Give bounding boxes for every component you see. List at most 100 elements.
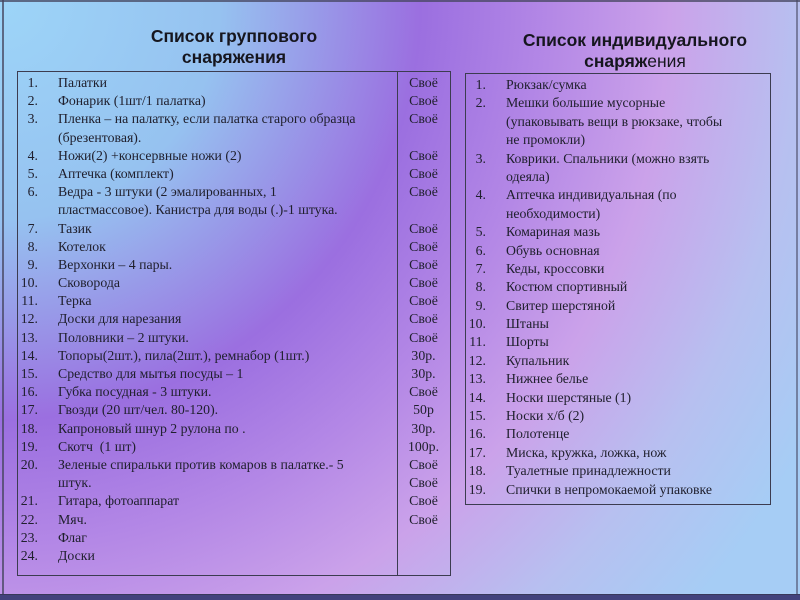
group-list-item-text: Капроновый шнур 2 рулона по . xyxy=(58,420,246,436)
group-list-item-value xyxy=(397,547,450,565)
individual-list-item-num xyxy=(466,168,486,186)
group-list-item: 1. Палатки Своё xyxy=(18,74,450,92)
group-list-item-value: Своё xyxy=(409,511,438,527)
group-equipment-title-line2: снаряжения xyxy=(181,47,287,67)
group-list-item: 15. Средство для мытья посуды – 1 30р. xyxy=(18,365,450,383)
group-list-item: 3. Пленка – на палатку, если палатка стар… xyxy=(18,110,450,128)
group-list-item: 6. Ведра - 3 штуки (2 эмалированных, 1 Сво… xyxy=(18,183,450,201)
group-list-item-text: Сковорода xyxy=(58,275,120,291)
individual-list-item: не промокли) xyxy=(466,131,770,149)
group-list-item-value: Своё xyxy=(409,384,438,400)
group-list-item: 10. Сковорода Своё xyxy=(18,274,450,292)
group-list-item-text: Ножи(2) +консервные ножи (2) xyxy=(58,147,242,163)
individual-list-item-num: 17. xyxy=(468,444,486,460)
group-list-item-text: Губка посудная - 3 штуки. xyxy=(58,384,212,400)
individual-list-item-text: Шорты xyxy=(506,334,549,350)
group-list-item: 7. Тазик Своё xyxy=(18,220,450,238)
individual-list-item-text: необходимости) xyxy=(506,205,601,221)
group-list-item-num: 6. xyxy=(27,184,38,200)
group-list-item-value: Своё xyxy=(409,275,438,291)
group-list-item-value xyxy=(397,529,450,547)
individual-list-item-num: 18. xyxy=(468,463,486,479)
individual-list-item-text: Миска, кружка, ложка, нож xyxy=(506,444,667,460)
group-list-item-num xyxy=(18,129,38,147)
group-list-item-text: Фонарик (1шт/1 палатка) xyxy=(58,93,206,109)
individual-list-item-num: 4. xyxy=(475,187,486,203)
group-list-item: 11. Терка Своё xyxy=(18,292,450,310)
individual-list-item-text: Свитер шерстяной xyxy=(506,297,616,313)
group-list-item: 17. Гвозди (20 шт/чел. 80-120). 50р xyxy=(18,401,450,419)
individual-list-item: 14. Носки шерстяные (1) xyxy=(466,389,770,407)
individual-list-item: 13. Нижнее белье xyxy=(466,370,770,388)
individual-list-item-num xyxy=(466,113,486,131)
individual-list-item-text: (упаковывать вещи в рюкзаке, чтобы xyxy=(506,113,723,129)
group-list-item-value: Своё xyxy=(409,293,438,309)
individual-list-item-num: 6. xyxy=(475,242,486,258)
individual-list-item-num: 14. xyxy=(468,389,486,405)
individual-list-item: 18. Туалетные принадлежности xyxy=(466,462,770,480)
group-list-item: 2. Фонарик (1шт/1 палатка) Своё xyxy=(18,92,450,110)
group-list-item-num: 18. xyxy=(20,420,38,436)
individual-list-item-text: Коврики. Спальники (можно взять xyxy=(506,150,710,166)
group-list-item-num: 12. xyxy=(20,311,38,327)
slide-left-border xyxy=(2,0,4,594)
group-list-item-num: 19. xyxy=(20,438,38,454)
individual-list-item: (упаковывать вещи в рюкзаке, чтобы xyxy=(466,113,770,131)
individual-list-item-num xyxy=(466,205,486,223)
group-list-item-value: Своё xyxy=(409,311,438,327)
group-list-item: 18. Капроновый шнур 2 рулона по . 30р. xyxy=(18,420,450,438)
individual-list-item: 8. Костюм спортивный xyxy=(466,278,770,296)
individual-list-item-num xyxy=(466,131,486,149)
group-list-item-text: Гвозди (20 шт/чел. 80-120). xyxy=(58,402,219,418)
group-list-item-text: Пленка – на палатку, если палатка старог… xyxy=(58,111,356,127)
individual-equipment-table: 1. Рюкзак/сумка 2. Мешки большие мусорные (у… xyxy=(465,73,771,505)
individual-list-item: 2. Мешки большие мусорные xyxy=(466,94,770,112)
group-list-item-text: Терка xyxy=(58,293,92,309)
group-list-item-value: Своё xyxy=(409,75,438,90)
group-equipment-rows: 1. Палатки Своё 2. Фонарик (1шт/1 палатка) Св… xyxy=(18,74,450,565)
group-list-item-text: Верхонки – 4 пары. xyxy=(58,256,173,272)
group-list-item-value xyxy=(397,129,450,147)
individual-list-item-text: Штаны xyxy=(506,316,549,332)
group-list-item-num: 24. xyxy=(20,547,38,563)
group-list-item-value: Своё xyxy=(409,111,438,127)
individual-list-item-text: одеяла) xyxy=(506,168,550,184)
column-divider xyxy=(396,72,398,575)
group-list-item-value: Своё xyxy=(409,93,438,109)
individual-list-item-text: Полотенце xyxy=(506,426,570,442)
group-list-item: 21. Гитара, фотоаппарат Своё xyxy=(18,492,450,510)
individual-list-item: необходимости) xyxy=(466,205,770,223)
group-list-item-num: 8. xyxy=(27,238,38,254)
group-list-item-num: 7. xyxy=(27,220,38,236)
individual-list-item-text: Костюм спортивный xyxy=(506,279,628,295)
group-list-item-value: 30р. xyxy=(411,366,436,381)
group-list-item-value: Своё xyxy=(409,165,438,181)
group-list-item-text: Флаг xyxy=(58,529,87,545)
group-list-item-text: пластмассовое). Канистра для воды (.)-1 … xyxy=(58,202,338,218)
group-list-item-num: 21. xyxy=(20,493,38,509)
group-list-item: 24. Доски xyxy=(18,547,450,565)
group-list-item: 9. Верхонки – 4 пары. Своё xyxy=(18,256,450,274)
group-list-item-value: Своё xyxy=(409,493,438,509)
individual-list-item-text: Носки х/б (2) xyxy=(506,408,585,424)
individual-list-item-text: Аптечка индивидуальная (по xyxy=(506,187,677,203)
group-list-item-value: Своё xyxy=(409,329,438,345)
group-list-item-text: Скотч (1 шт) xyxy=(58,438,136,454)
individual-list-item-text: Купальник xyxy=(506,352,570,368)
group-list-item-value: 50р xyxy=(413,402,434,418)
group-list-item-value: Своё xyxy=(409,220,438,236)
individual-list-item: 1. Рюкзак/сумка xyxy=(466,76,770,94)
group-list-item: штук. Своё xyxy=(18,474,450,492)
individual-list-item: 12. Купальник xyxy=(466,352,770,370)
group-list-item-text: Доски для нарезания xyxy=(58,311,182,327)
group-list-item-value: 30р. xyxy=(411,347,436,363)
slide-right-border xyxy=(796,0,798,594)
individual-list-item-num: 10. xyxy=(468,316,486,332)
group-list-item-value: Своё xyxy=(409,184,438,200)
group-equipment-title: Список группового снаряжения xyxy=(17,26,451,68)
group-list-item: 12. Доски для нарезания Своё xyxy=(18,310,450,328)
individual-list-item-num: 3. xyxy=(475,150,486,166)
individual-list-item-text: Кеды, кроссовки xyxy=(506,260,605,276)
group-list-item-num: 1. xyxy=(27,75,38,90)
